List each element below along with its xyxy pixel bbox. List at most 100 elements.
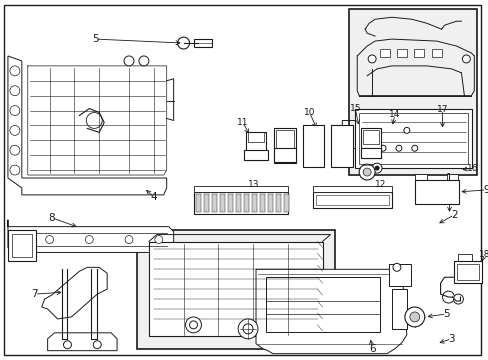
Text: 5: 5 — [442, 309, 449, 319]
Circle shape — [85, 235, 93, 243]
Bar — [414, 180, 459, 204]
Circle shape — [442, 291, 453, 303]
Text: 15: 15 — [349, 104, 360, 113]
Bar — [312, 192, 391, 208]
Text: 1: 1 — [445, 173, 452, 183]
Circle shape — [404, 307, 424, 327]
Bar — [260, 194, 264, 212]
Bar — [388, 264, 410, 286]
Bar — [413, 49, 423, 57]
Bar — [348, 9, 476, 175]
Circle shape — [10, 125, 20, 135]
Circle shape — [379, 145, 385, 151]
Bar — [458, 255, 471, 262]
Text: 18: 18 — [478, 250, 488, 259]
Text: 6: 6 — [368, 344, 375, 354]
Text: 16: 16 — [466, 163, 477, 172]
Text: 17: 17 — [436, 105, 447, 114]
Bar — [245, 132, 265, 160]
Circle shape — [10, 86, 20, 96]
Bar — [363, 130, 378, 144]
Bar — [196, 194, 201, 212]
Circle shape — [395, 145, 401, 151]
Text: 4: 4 — [150, 192, 157, 202]
Bar — [265, 277, 379, 332]
Polygon shape — [8, 56, 166, 195]
Circle shape — [423, 188, 431, 196]
Circle shape — [431, 188, 439, 196]
Bar — [247, 132, 264, 142]
Text: 10: 10 — [303, 108, 315, 117]
Bar — [244, 150, 267, 160]
Bar — [302, 125, 324, 167]
Circle shape — [125, 235, 133, 243]
Circle shape — [462, 55, 469, 63]
Bar — [431, 49, 441, 57]
Circle shape — [185, 317, 201, 333]
Circle shape — [374, 166, 378, 170]
Polygon shape — [8, 220, 173, 252]
Circle shape — [409, 312, 419, 322]
Circle shape — [10, 145, 20, 155]
Circle shape — [124, 56, 134, 66]
Bar — [354, 109, 471, 168]
Bar — [359, 113, 468, 164]
Bar — [12, 234, 32, 257]
Circle shape — [364, 145, 369, 151]
Bar — [414, 174, 426, 180]
Circle shape — [177, 37, 189, 49]
Circle shape — [238, 319, 258, 339]
Circle shape — [371, 163, 381, 173]
Bar — [361, 148, 380, 158]
Text: 5: 5 — [92, 34, 99, 44]
Bar — [396, 49, 406, 57]
Circle shape — [155, 235, 163, 243]
Bar — [148, 242, 322, 336]
Bar — [244, 194, 248, 212]
Bar — [236, 194, 241, 212]
Bar — [273, 129, 295, 163]
Bar — [212, 194, 217, 212]
Text: 12: 12 — [375, 180, 386, 189]
Text: 13: 13 — [248, 180, 259, 189]
Circle shape — [63, 341, 71, 349]
Circle shape — [93, 341, 101, 349]
Bar — [194, 39, 212, 47]
Bar — [220, 194, 225, 212]
Text: 11: 11 — [237, 118, 248, 127]
Bar — [273, 148, 295, 162]
Circle shape — [411, 145, 417, 151]
Circle shape — [359, 164, 374, 180]
Bar — [193, 192, 287, 214]
Text: 2: 2 — [450, 210, 457, 220]
Bar — [331, 125, 352, 167]
Circle shape — [447, 188, 454, 196]
Polygon shape — [41, 267, 107, 319]
Circle shape — [367, 55, 375, 63]
Circle shape — [10, 105, 20, 116]
Bar — [137, 230, 335, 349]
Circle shape — [45, 235, 54, 243]
Text: 9: 9 — [482, 185, 488, 195]
Circle shape — [439, 188, 447, 196]
Bar — [228, 194, 233, 212]
Circle shape — [10, 165, 20, 175]
Circle shape — [363, 168, 370, 176]
Bar — [312, 186, 391, 192]
Polygon shape — [256, 269, 406, 354]
Polygon shape — [47, 333, 117, 351]
Circle shape — [10, 66, 20, 76]
Bar — [391, 289, 406, 329]
Bar — [267, 194, 272, 212]
Bar — [8, 230, 36, 261]
Text: 14: 14 — [388, 110, 400, 119]
Text: 3: 3 — [447, 334, 454, 344]
Bar — [193, 186, 287, 192]
Bar — [204, 194, 209, 212]
Circle shape — [452, 294, 463, 304]
Circle shape — [415, 188, 423, 196]
Bar — [315, 195, 388, 205]
Circle shape — [403, 127, 409, 133]
Bar — [379, 49, 389, 57]
Bar — [456, 264, 478, 280]
